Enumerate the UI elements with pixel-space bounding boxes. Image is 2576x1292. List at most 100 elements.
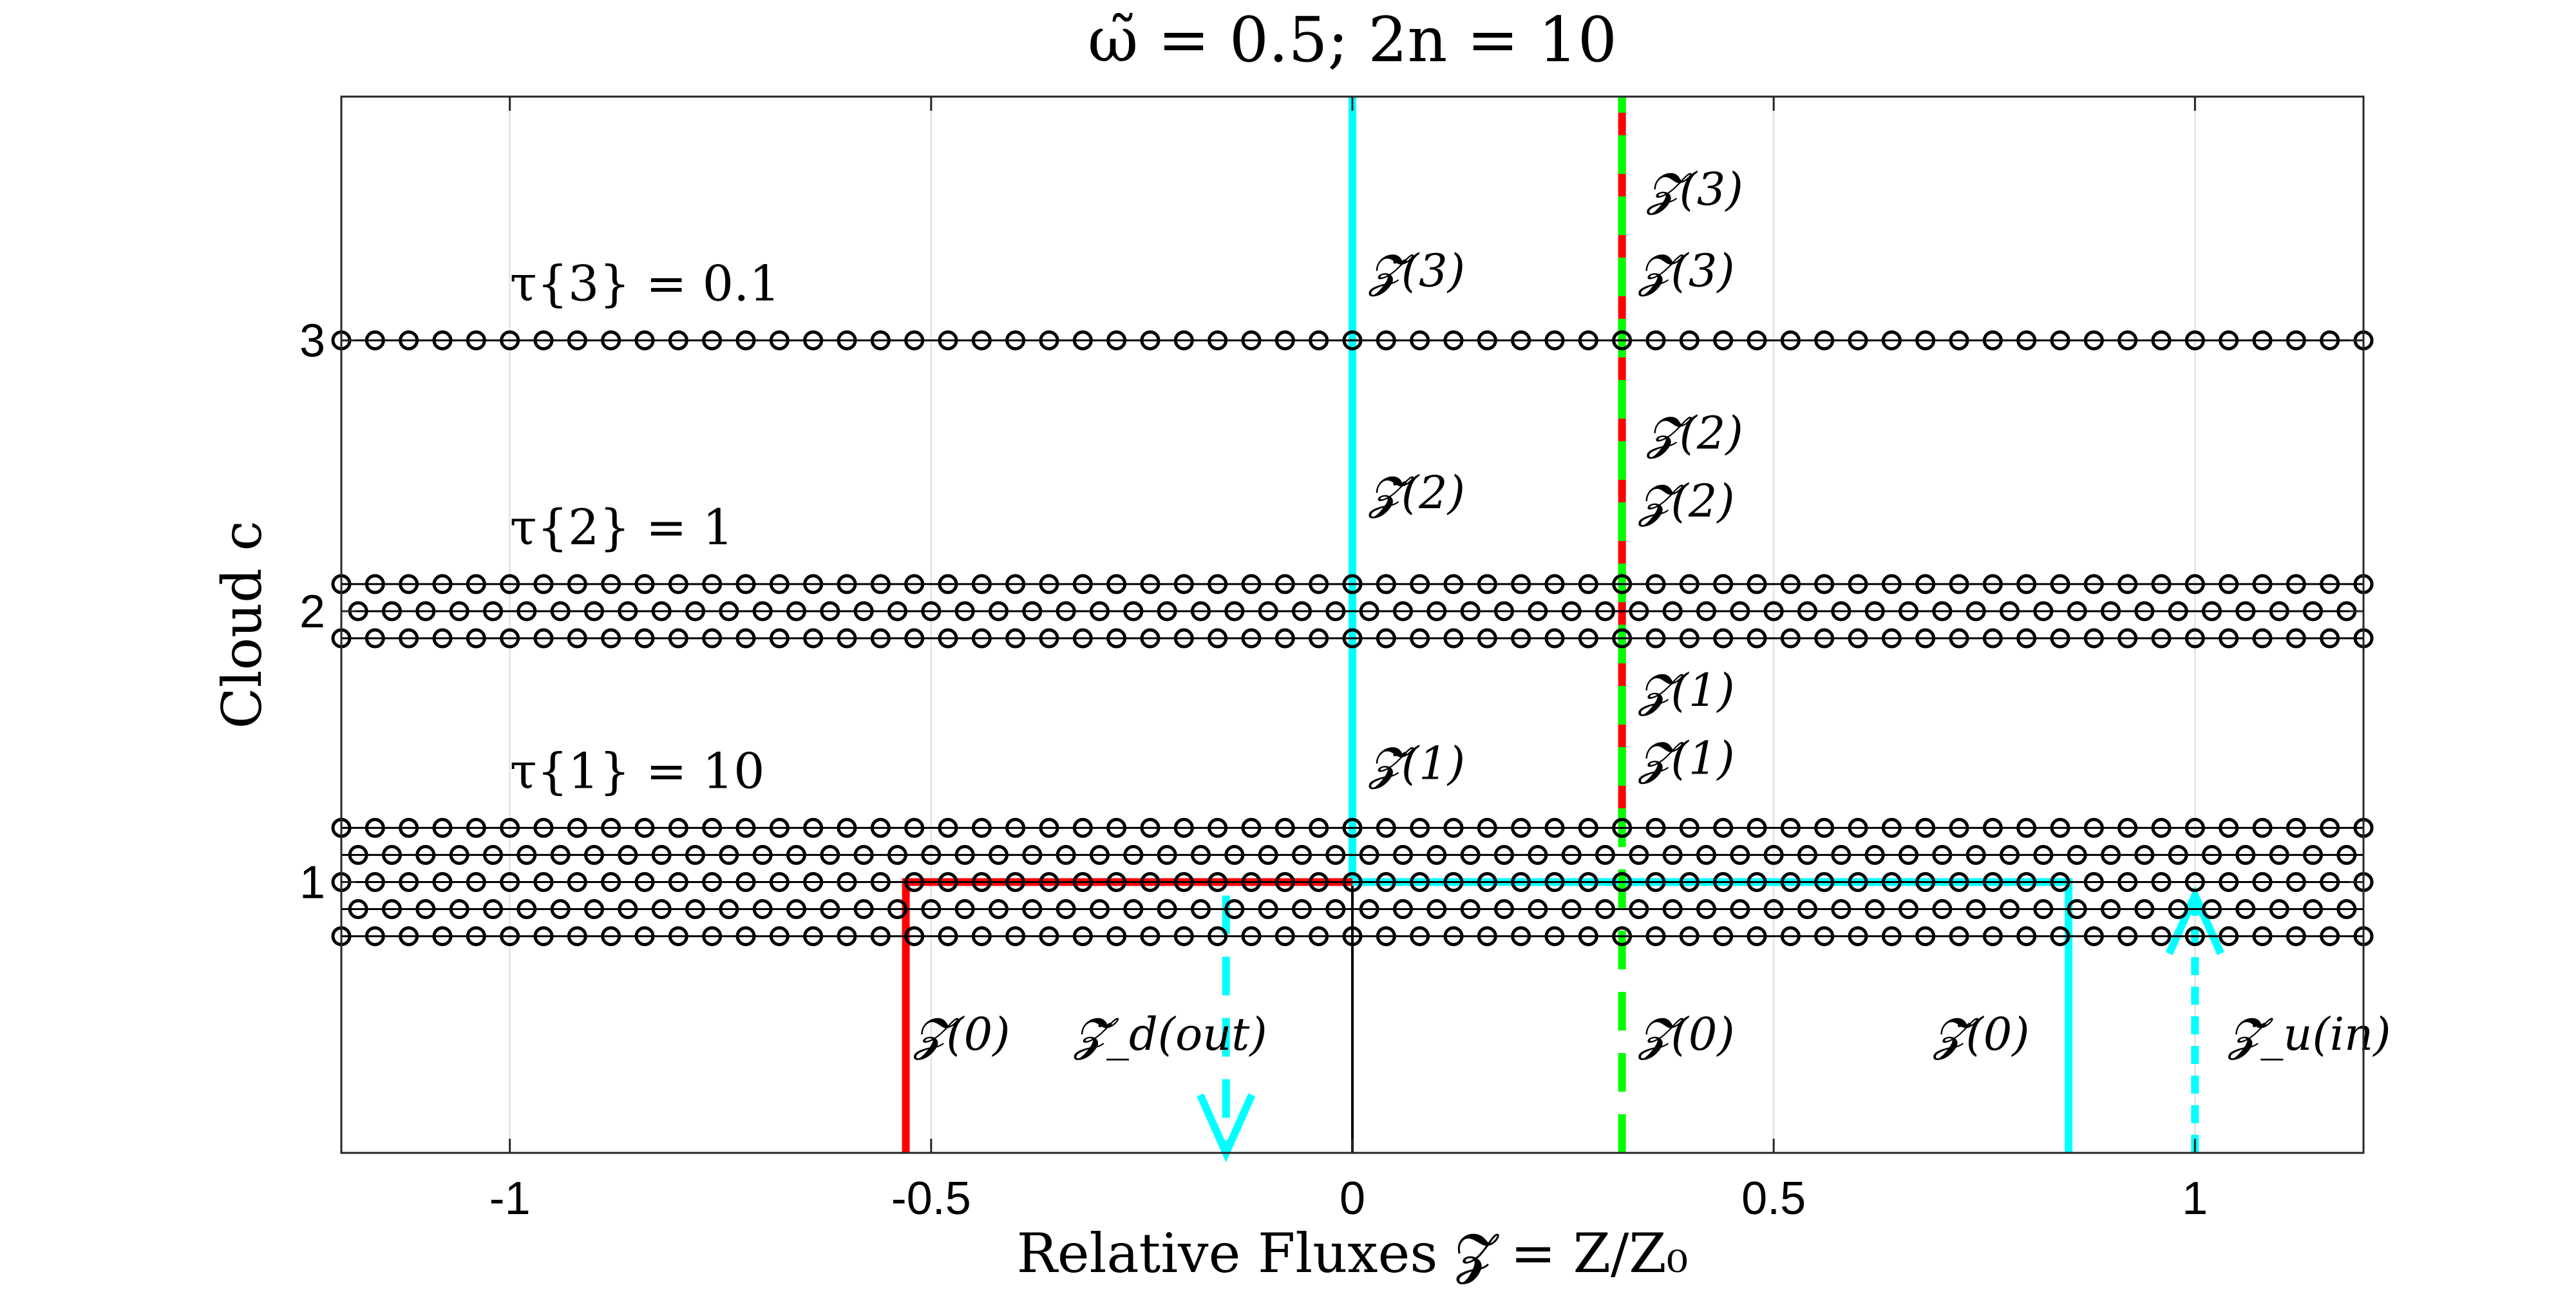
cloud-marker: [1932, 844, 1953, 865]
cloud-marker: [466, 330, 486, 350]
cloud-marker: [2235, 899, 2256, 920]
cloud-marker: [1106, 871, 1127, 892]
cloud-marker: [2303, 844, 2323, 865]
x-tick-label-0: -1: [489, 1173, 531, 1224]
cloud-marker: [2000, 899, 2020, 920]
cloud-marker: [1763, 601, 1784, 622]
cloud-marker: [365, 574, 385, 594]
cloud-marker: [601, 817, 621, 838]
x-axis-label: Relative Fluxes 𝓩 = Z/Z₀: [1017, 1222, 1689, 1285]
cloud-marker: [938, 574, 958, 594]
cloud-marker: [1039, 574, 1059, 594]
cloud-marker: [702, 574, 723, 594]
cloud-marker: [1292, 601, 1312, 622]
cloud-marker: [1241, 574, 1262, 594]
cloud-marker: [1544, 330, 1565, 350]
cloud-marker: [2050, 871, 2070, 892]
cloud-marker: [820, 844, 840, 865]
cloud-marker: [1106, 926, 1127, 947]
cloud-marker: [1713, 871, 1734, 892]
cloud-marker: [2134, 899, 2155, 920]
cloud-marker: [2252, 926, 2273, 947]
cloud-marker: [567, 574, 587, 594]
cloud-marker: [1747, 871, 1767, 892]
cloud-marker: [1376, 871, 1396, 892]
cloud-marker: [1173, 817, 1194, 838]
cloud-marker: [1241, 330, 1262, 350]
cloud-marker: [1730, 844, 1750, 865]
cloud-marker: [550, 601, 571, 622]
cloud-marker: [1814, 926, 1835, 947]
cloud-marker: [2336, 844, 2357, 865]
cloud-marker: [1274, 574, 1295, 594]
cloud-marker: [1780, 871, 1801, 892]
cloud-marker: [702, 871, 723, 892]
cloud-marker: [1426, 601, 1447, 622]
cloud-marker: [1005, 574, 1026, 594]
cloud-marker: [1376, 926, 1396, 947]
cloud-marker: [2067, 844, 2087, 865]
cloud-marker: [668, 871, 688, 892]
cloud-marker: [1662, 899, 1683, 920]
cloud-marker: [1899, 844, 1918, 865]
cloud-marker: [1005, 817, 1026, 838]
cloud-marker: [1106, 330, 1127, 350]
cloud-marker: [1511, 330, 1531, 350]
cloud-marker: [2219, 871, 2239, 892]
cloud-marker: [516, 844, 537, 865]
cloud-marker: [1814, 871, 1835, 892]
cloud-marker: [1241, 628, 1262, 649]
cloud-marker: [1645, 926, 1666, 947]
cloud-marker: [1982, 926, 2003, 947]
cloud-marker: [1157, 844, 1177, 865]
cloud-marker: [2083, 817, 2104, 838]
cloud-marker: [500, 871, 520, 892]
cloud-marker: [820, 899, 840, 920]
cloud-marker: [971, 330, 992, 350]
cloud-marker: [837, 817, 857, 838]
cloud-marker: [2286, 871, 2306, 892]
cloud-marker: [1410, 817, 1430, 838]
cloud-marker: [1393, 844, 1413, 865]
cloud-marker: [1899, 601, 1918, 622]
cloud-marker: [1881, 330, 1902, 350]
cloud-markers: τ{1} = 10 τ{2} = 1 τ{3} = 0.1: [331, 254, 2374, 947]
cloud-marker: [1814, 574, 1835, 594]
cloud-marker: [2016, 628, 2037, 649]
cloud-marker: [820, 601, 840, 622]
cloud-marker: [1072, 817, 1093, 838]
cloud-marker: [1915, 817, 1936, 838]
cloud-marker: [2016, 817, 2037, 838]
cloud-marker: [1039, 817, 1059, 838]
cloud-marker: [2219, 628, 2239, 649]
cloud-marker: [803, 330, 824, 350]
cloud-marker: [365, 330, 385, 350]
cloud-marker: [1831, 899, 1852, 920]
cloud-marker: [1763, 844, 1784, 865]
cloud-marker: [1679, 330, 1700, 350]
cloud-marker: [1477, 628, 1497, 649]
cloud-marker: [1528, 601, 1548, 622]
cloud-marker: [399, 817, 419, 838]
cloud-marker: [752, 601, 773, 622]
cloud-marker: [904, 926, 925, 947]
cloud-marker: [769, 574, 790, 594]
cloud-marker: [1662, 601, 1683, 622]
cloud-marker: [904, 628, 925, 649]
cloud-marker: [1881, 871, 1902, 892]
annotation-4: 𝓩̈_u(in): [2228, 1008, 2391, 1061]
cloud-marker: [1443, 628, 1464, 649]
cloud-marker: [904, 330, 925, 350]
cloud-1-row-4: [331, 926, 2374, 947]
cloud-marker: [719, 844, 739, 865]
cloud-marker: [399, 574, 419, 594]
cloud-marker: [1544, 926, 1565, 947]
cloud-marker: [1982, 330, 2003, 350]
cloud-marker: [1662, 844, 1683, 865]
cloud-marker: [685, 899, 705, 920]
cloud-marker: [837, 330, 857, 350]
cloud-marker: [786, 899, 806, 920]
cloud-marker: [2286, 628, 2306, 649]
cloud-marker: [837, 926, 857, 947]
cloud-marker: [2202, 899, 2222, 920]
